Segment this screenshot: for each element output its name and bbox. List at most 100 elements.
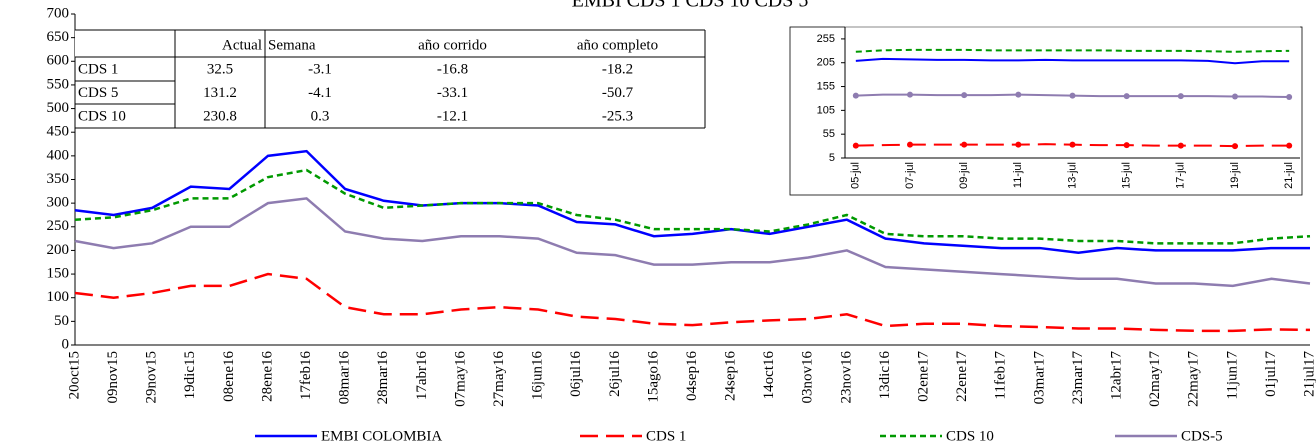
table-cell: 230.8 xyxy=(203,108,237,124)
line-series xyxy=(74,149,1310,255)
marker xyxy=(1069,92,1076,99)
line-series xyxy=(855,57,1290,65)
y-tick-label: 200 xyxy=(47,242,70,258)
line-series xyxy=(74,168,1311,245)
table-cell: -4.1 xyxy=(308,85,332,101)
y-tick-label: 550 xyxy=(47,76,70,92)
table-cell: 0.3 xyxy=(311,108,330,124)
x-tick-label: 14oct16 xyxy=(761,351,777,400)
table-cell: 131.2 xyxy=(203,85,237,101)
y-tick-label: 400 xyxy=(47,147,70,163)
table-cell: -3.1 xyxy=(308,61,332,77)
x-tick-label: 11jun17 xyxy=(1224,351,1240,400)
y-tick-label: 5 xyxy=(829,152,835,164)
x-tick-label: 11feb17 xyxy=(993,351,1009,400)
x-tick-label: 11-jul xyxy=(1012,162,1024,188)
y-tick-label: 350 xyxy=(47,171,70,187)
x-tick-label: 02ene17 xyxy=(916,351,932,402)
x-tick-label: 24sep16 xyxy=(723,351,739,401)
x-tick-label: 21-jul xyxy=(1283,162,1295,189)
table-header: año corrido xyxy=(418,37,487,53)
marker xyxy=(961,141,968,148)
y-tick-label: 55 xyxy=(823,128,835,140)
marker xyxy=(1177,142,1184,149)
x-tick-label: 17abr16 xyxy=(414,351,430,401)
line-series xyxy=(855,48,1290,53)
x-tick-label: 12abr17 xyxy=(1108,351,1124,401)
x-tick-label: 23nov16 xyxy=(838,351,854,404)
legend-label: CDS 10 xyxy=(946,428,994,444)
y-tick-label: 300 xyxy=(47,195,70,211)
x-tick-label: 03mar17 xyxy=(1031,351,1047,405)
x-tick-label: 03nov16 xyxy=(800,351,816,404)
y-tick-label: 150 xyxy=(47,266,70,282)
x-tick-label: 19-jul xyxy=(1229,162,1241,189)
y-tick-label: 50 xyxy=(54,313,69,329)
y-tick-label: 500 xyxy=(47,100,70,116)
table-header: Actual xyxy=(222,37,262,53)
chart-title: EMBI CDS 1 CDS 10 CDS 5 xyxy=(572,0,809,12)
marker xyxy=(1177,93,1184,100)
table-header: Semana xyxy=(268,37,316,53)
marker xyxy=(852,142,859,149)
x-tick-label: 09-jul xyxy=(958,162,970,189)
line-series xyxy=(74,197,1311,288)
marker xyxy=(961,92,968,99)
marker xyxy=(907,141,913,148)
x-tick-label: 17-jul xyxy=(1175,162,1187,189)
x-tick-label: 09nov15 xyxy=(105,351,121,404)
x-tick-label: 22ene17 xyxy=(954,351,970,402)
x-tick-label: 27may16 xyxy=(491,351,507,407)
table-cell: -50.7 xyxy=(602,85,634,101)
inset-frame xyxy=(789,26,1303,196)
marker xyxy=(852,92,859,99)
marker xyxy=(1123,93,1130,100)
x-tick-label: 21jul17 xyxy=(1301,351,1316,397)
table-bg xyxy=(75,30,705,128)
x-tick-label: 15-jul xyxy=(1121,162,1133,189)
x-tick-label: 13dic16 xyxy=(877,351,893,400)
x-tick-label: 20oct15 xyxy=(66,351,82,399)
marker xyxy=(1123,142,1130,149)
x-tick-label: 06jul16 xyxy=(568,351,584,397)
y-tick-label: 100 xyxy=(47,289,70,305)
legend-label: CDS 1 xyxy=(646,428,686,444)
x-tick-label: 16jun16 xyxy=(530,351,546,401)
marker xyxy=(1015,91,1022,98)
line-series xyxy=(74,272,1311,333)
x-tick-label: 29nov15 xyxy=(144,351,160,404)
y-tick-label: 650 xyxy=(47,29,70,45)
legend-label: EMBI COLOMBIA xyxy=(321,428,442,444)
marker xyxy=(1232,143,1238,150)
table-cell: -12.1 xyxy=(437,108,468,124)
table-cell: -18.2 xyxy=(602,61,633,77)
x-tick-label: 22may17 xyxy=(1186,351,1202,407)
y-tick-label: 155 xyxy=(817,80,835,92)
x-tick-label: 23mar17 xyxy=(1070,351,1086,405)
x-tick-label: 05-jul xyxy=(850,162,862,189)
y-tick-label: 600 xyxy=(47,53,70,69)
y-tick-label: 0 xyxy=(62,336,70,352)
marker xyxy=(907,91,913,98)
table-cell: CDS 1 xyxy=(78,61,118,77)
table-cell: CDS 5 xyxy=(78,85,118,101)
x-tick-label: 07may16 xyxy=(452,351,468,407)
y-tick-label: 450 xyxy=(47,124,70,140)
y-tick-label: 255 xyxy=(817,33,835,45)
y-tick-label: 105 xyxy=(817,104,835,116)
x-tick-label: 28mar16 xyxy=(375,351,391,405)
x-tick-label: 26jul16 xyxy=(607,351,623,397)
x-tick-label: 02may17 xyxy=(1147,351,1163,407)
y-tick-label: 250 xyxy=(47,218,70,234)
marker xyxy=(1286,142,1293,149)
marker xyxy=(1232,93,1238,100)
x-tick-label: 04sep16 xyxy=(684,351,700,401)
table-cell: -25.3 xyxy=(602,108,633,124)
marker xyxy=(1286,94,1293,101)
y-tick-label: 700 xyxy=(47,5,70,21)
x-tick-label: 15ago16 xyxy=(645,351,661,403)
x-tick-label: 17feb16 xyxy=(298,351,314,401)
x-tick-label: 19dic15 xyxy=(182,351,198,399)
